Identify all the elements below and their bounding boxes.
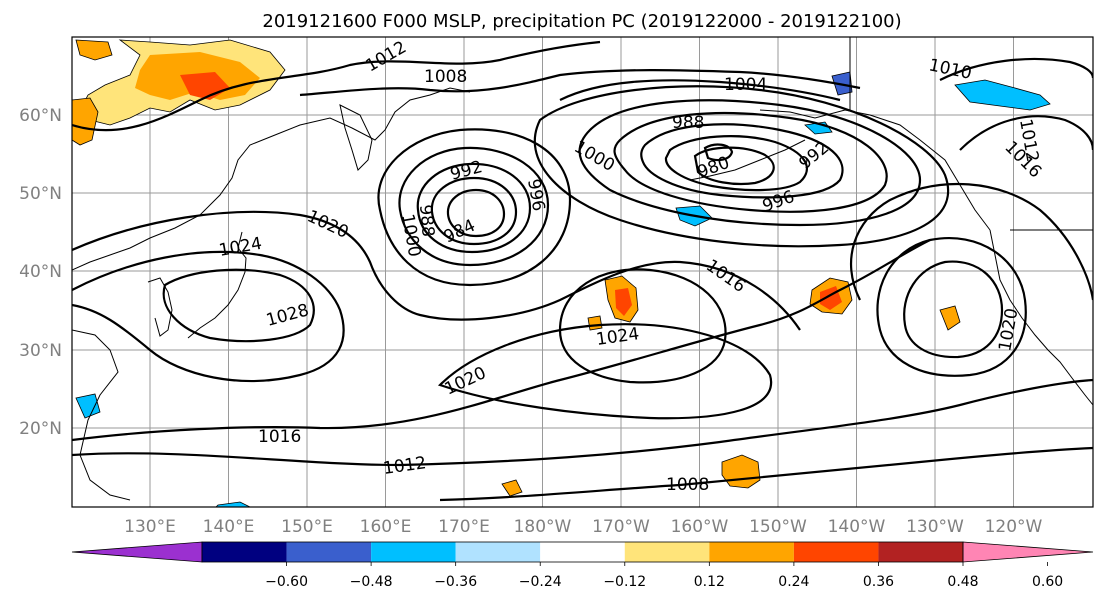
colorbar-tick-label: −0.24 (519, 574, 562, 590)
coastline-kamchatka (339, 104, 373, 171)
longitude-label: 180°W (514, 517, 572, 537)
precip-area-south (501, 479, 523, 497)
precip-area-central-peak (615, 288, 632, 316)
longitude-label: 150°W (749, 517, 807, 537)
isobar-west-992 (416, 162, 532, 254)
longitude-labels: 130°E 140°E 150°E 160°E 170°E 180°W 170°W 160°W… (124, 517, 1042, 537)
coastline-japan (187, 231, 247, 339)
contour-label: 988 (415, 204, 438, 238)
colorbar-frame (201, 541, 964, 563)
colorbar-segment (793, 542, 879, 562)
isobar-1008-north (299, 69, 861, 97)
isobar-west-988 (430, 176, 518, 246)
colorbar-segment (371, 542, 456, 562)
colorbar-segment (709, 542, 794, 562)
isobar-1004-north (559, 79, 841, 102)
precip-neg-alaska (954, 79, 1051, 111)
isobar-east-1024 (903, 260, 1004, 359)
contour-label: 1004 (724, 75, 767, 95)
isobar-aleutian-976 (703, 143, 734, 162)
isobar-west-996 (398, 146, 550, 267)
latitude-label: 20°N (19, 419, 62, 439)
longitude-label: 130°W (906, 517, 964, 537)
isobar-west-1000 (377, 128, 572, 287)
isobar-east-1016-north (959, 115, 1093, 151)
precip-area-central-small (587, 315, 603, 331)
isobar-aleutian-992 (613, 111, 888, 213)
colorbar-tick-label: −0.36 (434, 574, 477, 590)
longitude-label: 120°W (985, 517, 1043, 537)
longitude-label: 160°E (360, 517, 412, 537)
coastline-korea (147, 277, 173, 337)
colorbar-extend-min (71, 541, 203, 563)
map-frame (71, 36, 1094, 508)
colorbar-tick-label: 0.36 (863, 574, 894, 590)
isobar-1012-north (72, 40, 601, 132)
colorbar-tick-label: 0.48 (947, 574, 978, 590)
isobar-1024-west (72, 250, 345, 383)
colorbar-segment (455, 542, 541, 562)
colorbar-tick-label: −0.48 (350, 574, 393, 590)
longitude-label: 170°E (438, 517, 490, 537)
coastline-asia (72, 87, 471, 271)
isobar-east-1016 (850, 182, 1093, 301)
longitude-label: 150°E (281, 517, 333, 537)
isobar-east-1012 (939, 57, 1093, 81)
isobar-aleutian-1000 (533, 85, 950, 248)
precip-area-nw-small (75, 39, 113, 61)
latitude-labels: 60°N 50°N 40°N 30°N 20°N (19, 106, 62, 439)
colorbar-segment (286, 542, 372, 562)
contour-label: 988 (672, 113, 704, 133)
contour-label: 1008 (424, 67, 467, 87)
colorbar-segment (540, 542, 625, 562)
isobar-aleutian-988 (640, 123, 844, 199)
longitude-label: 140°E (203, 517, 255, 537)
colorbar-tick-label: 0.12 (694, 574, 725, 590)
precip-area-hawaii (721, 454, 761, 489)
longitude-label: 170°W (592, 517, 650, 537)
colorbar-segment (624, 542, 710, 562)
colorbar: −0.60 −0.48 −0.36 −0.24 −0.12 0.12 0.24 0.36 0.4… (71, 541, 1094, 590)
precip-neg-sw (75, 393, 101, 419)
longitude-label: 130°E (124, 517, 176, 537)
colorbar-extend-max (962, 541, 1094, 563)
isobar-1016-main (72, 239, 931, 442)
isobar-1008-south (439, 446, 1093, 502)
map-title: 2019121600 F000 MSLP, precipitation PC (… (262, 11, 901, 32)
isobar-1012-south (72, 378, 1093, 467)
precip-area-coast (939, 305, 961, 331)
contour-label: 1008 (666, 475, 709, 495)
colorbar-tick-label: 0.60 (1032, 574, 1063, 590)
colorbar-tick-label: 0.24 (778, 574, 809, 590)
colorbar-segment (202, 542, 287, 562)
colorbar-tick-label: −0.60 (265, 574, 308, 590)
precip-neg-bottom (215, 501, 251, 507)
isobar-west-984 (446, 188, 506, 238)
precip-area-nw-edge (72, 97, 99, 146)
isobars (72, 40, 1093, 502)
contour-label: 1016 (258, 427, 301, 447)
latitude-label: 40°N (19, 262, 62, 282)
latitude-label: 50°N (19, 184, 62, 204)
colorbar-segment (878, 542, 963, 562)
longitude-label: 140°W (828, 517, 886, 537)
isobar-1028 (162, 268, 315, 343)
latitude-label: 30°N (19, 341, 62, 361)
coastline-alaska (759, 109, 991, 231)
longitude-label: 160°W (671, 517, 729, 537)
isobar-aleutian-980 (693, 146, 775, 186)
map-panel: 1012 1008 1004 1010 1012 1016 1016 1000 … (71, 36, 1094, 508)
coastline-westcoast (989, 229, 1093, 406)
isobar-1020-west (72, 210, 801, 331)
colorbar-tick-label: −0.12 (603, 574, 646, 590)
isobar-aleutian-996 (578, 99, 922, 227)
isobar-1020-center (437, 323, 773, 420)
isobar-east-1020 (876, 237, 1027, 377)
isobar-aleutian-984 (664, 135, 808, 192)
coastline-china (72, 329, 131, 501)
latitude-label: 60°N (19, 106, 62, 126)
